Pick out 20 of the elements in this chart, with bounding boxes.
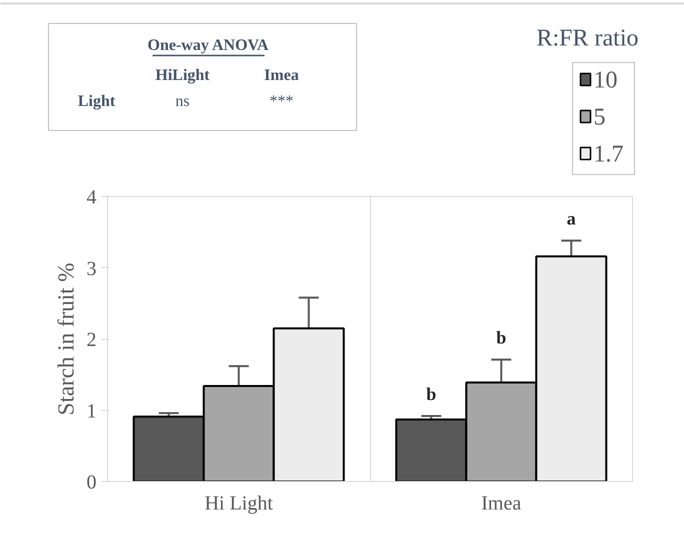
y-tick-label: 1 bbox=[86, 400, 96, 422]
y-tick-label: 0 bbox=[86, 472, 96, 494]
x-tick-label: Hi Light bbox=[204, 492, 274, 514]
text: Light bbox=[78, 93, 116, 110]
legend-label: 1.7 bbox=[594, 142, 624, 168]
data-label: a bbox=[566, 208, 576, 229]
text: ns bbox=[175, 93, 190, 110]
y-axis-title: Starch in fruit % bbox=[54, 262, 78, 416]
y-tick-label: 2 bbox=[86, 329, 96, 351]
y-tick-label: 4 bbox=[86, 186, 96, 208]
text: Imea bbox=[264, 67, 299, 84]
text: One-way ANOVA bbox=[148, 37, 270, 54]
text: *** bbox=[270, 93, 294, 110]
data-label: b bbox=[496, 328, 506, 348]
data-label: b bbox=[426, 384, 436, 404]
legend-label: 10 bbox=[594, 68, 618, 94]
y-tick-label: 3 bbox=[86, 258, 96, 280]
legend-label: 5 bbox=[594, 104, 606, 130]
text: HiLight bbox=[155, 67, 210, 84]
legend-title: R:FR ratio bbox=[536, 26, 639, 52]
